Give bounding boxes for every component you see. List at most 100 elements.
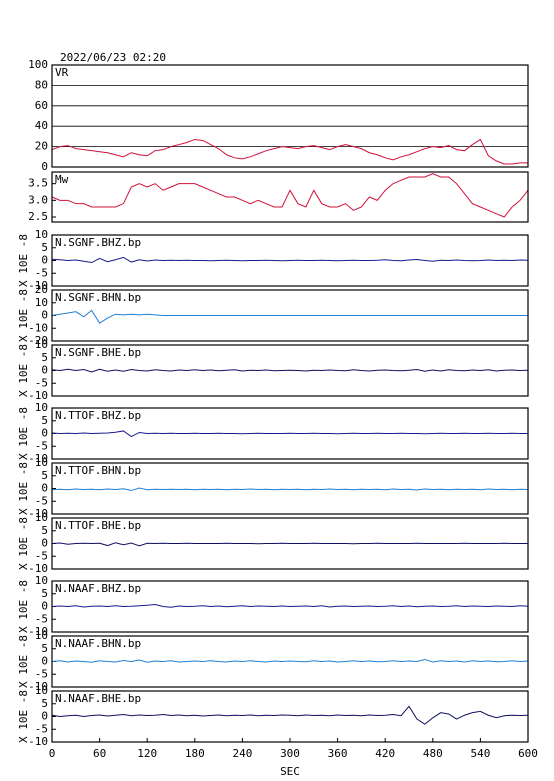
y-tick-label: -10 xyxy=(28,735,48,748)
y-tick-label: -5 xyxy=(35,266,48,279)
series-line xyxy=(51,309,528,324)
panel-label: N.NAAF.BHE.bp xyxy=(55,692,141,705)
panel-label: N.SGNF.BHZ.bp xyxy=(55,236,141,249)
x-tick-label: 360 xyxy=(328,747,348,760)
y-tick-label: -10 xyxy=(28,279,48,292)
series-line xyxy=(51,603,529,608)
y-axis-label: X 10E -8 xyxy=(17,690,30,743)
y-tick-label: 10 xyxy=(35,228,48,241)
y-tick-label: 5 xyxy=(41,469,48,482)
series-line xyxy=(51,705,529,725)
series-line xyxy=(51,256,529,264)
panel-frame xyxy=(51,234,529,287)
chart-title: 2022/06/23 02:20 xyxy=(60,51,166,64)
series-line xyxy=(51,138,528,165)
y-tick-label: 10 xyxy=(35,456,48,469)
panel-label: N.SGNF.BHN.bp xyxy=(55,291,141,304)
x-tick-label: 300 xyxy=(280,747,300,760)
y-tick-label: 20 xyxy=(35,283,48,296)
series-line xyxy=(51,430,528,438)
y-tick-label: 5 xyxy=(41,642,48,655)
panel-label: N.TTOF.BHZ.bp xyxy=(55,409,141,422)
y-tick-label: 10 xyxy=(35,401,48,414)
y-tick-label: -5 xyxy=(35,667,48,680)
y-tick-label: 0 xyxy=(41,482,48,495)
y-tick-label: -5 xyxy=(35,722,48,735)
panel-frame xyxy=(51,690,529,743)
y-tick-label: 5 xyxy=(41,351,48,364)
panel-frame xyxy=(51,407,529,460)
y-tick-label: 3.0 xyxy=(28,193,48,206)
y-tick-label: 0 xyxy=(41,600,48,613)
y-tick-label: 5 xyxy=(41,524,48,537)
y-tick-label: 100 xyxy=(28,58,48,71)
x-tick-label: 180 xyxy=(185,747,205,760)
panel-label: N.SGNF.BHE.bp xyxy=(55,346,141,359)
series-line xyxy=(51,173,529,218)
x-tick-label: 480 xyxy=(423,747,443,760)
y-tick-label: 0 xyxy=(41,254,48,267)
x-tick-label: 60 xyxy=(93,747,106,760)
x-axis-label: SEC xyxy=(280,765,300,778)
y-tick-label: 0 xyxy=(41,537,48,550)
y-tick-label: 0 xyxy=(41,710,48,723)
y-tick-label: 10 xyxy=(35,511,48,524)
panel-label: VR xyxy=(55,66,69,79)
x-tick-label: 120 xyxy=(137,747,157,760)
y-tick-label: -10 xyxy=(28,625,48,638)
y-tick-label: 40 xyxy=(35,119,48,132)
y-tick-label: 10 xyxy=(35,574,48,587)
y-tick-label: -10 xyxy=(28,562,48,575)
panel-label: N.NAAF.BHN.bp xyxy=(55,637,141,650)
x-tick-label: 540 xyxy=(470,747,490,760)
y-tick-label: 0 xyxy=(41,427,48,440)
x-tick-label: 0 xyxy=(49,747,56,760)
y-axis-label: X 10E -8 xyxy=(17,580,30,633)
y-tick-label: -5 xyxy=(35,439,48,452)
y-tick-label: -10 xyxy=(28,321,48,334)
y-tick-label: -10 xyxy=(28,680,48,693)
y-tick-label: 0 xyxy=(41,160,48,173)
x-tick-label: 420 xyxy=(375,747,395,760)
y-tick-label: 0 xyxy=(41,309,48,322)
panel-frame xyxy=(51,635,529,688)
y-tick-label: 5 xyxy=(41,697,48,710)
panel-frame xyxy=(51,580,529,633)
y-tick-label: 10 xyxy=(35,296,48,309)
y-tick-label: -5 xyxy=(35,376,48,389)
y-tick-label: 5 xyxy=(41,241,48,254)
series-line xyxy=(51,542,528,547)
y-tick-label: -5 xyxy=(35,549,48,562)
y-axis-label: X 10E -8 xyxy=(17,344,30,397)
panel-frame xyxy=(51,171,529,223)
y-tick-label: 10 xyxy=(35,338,48,351)
y-tick-label: 3.5 xyxy=(28,177,48,190)
y-tick-label: 2.5 xyxy=(28,210,48,223)
y-tick-label: -10 xyxy=(28,507,48,520)
y-tick-label: 10 xyxy=(35,629,48,642)
x-tick-label: 600 xyxy=(518,747,538,760)
panel-frame xyxy=(51,64,529,168)
y-tick-label: 20 xyxy=(35,140,48,153)
panel-frame xyxy=(51,517,529,570)
y-tick-label: -10 xyxy=(28,389,48,402)
series-line xyxy=(51,368,529,373)
y-tick-label: 5 xyxy=(41,414,48,427)
y-tick-label: 0 xyxy=(41,655,48,668)
panel-frame xyxy=(51,344,529,397)
y-axis-label: X 10E -8 xyxy=(17,517,30,570)
panel-label: N.TTOF.BHE.bp xyxy=(55,519,141,532)
y-axis-label: X 10E -8 xyxy=(17,462,30,515)
y-tick-label: -10 xyxy=(28,452,48,465)
y-axis-label: X 10E -8 xyxy=(17,234,30,287)
panel-frame xyxy=(51,462,529,515)
y-tick-label: -5 xyxy=(35,612,48,625)
panel-label: N.NAAF.BHZ.bp xyxy=(55,582,141,595)
panel-label: Mw xyxy=(55,173,69,186)
y-tick-label: 10 xyxy=(35,684,48,697)
series-line xyxy=(51,658,529,663)
y-axis-label: X 10E -8 xyxy=(17,635,30,688)
y-tick-label: 5 xyxy=(41,587,48,600)
panel-frame xyxy=(51,289,529,342)
